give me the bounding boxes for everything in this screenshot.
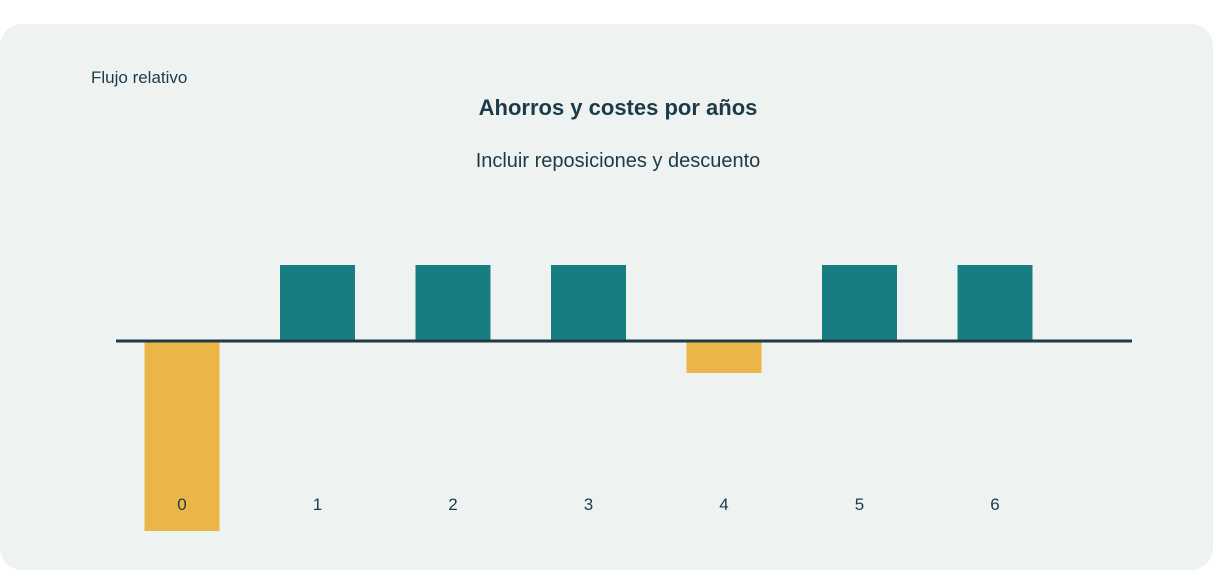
bar-4 <box>686 341 762 373</box>
bar-2 <box>415 265 491 341</box>
chart-subtitle: Incluir reposiciones y descuento <box>475 150 761 172</box>
x-tick-labels: 0 1 2 3 4 5 6 <box>177 495 999 514</box>
x-tick-label-4: 4 <box>719 495 728 514</box>
y-axis-label: Flujo relativo <box>91 68 188 87</box>
bar-6 <box>957 265 1033 341</box>
x-tick-label-5: 5 <box>855 495 864 514</box>
x-tick-label-1: 1 <box>313 495 322 514</box>
x-tick-label-2: 2 <box>448 495 457 514</box>
x-tick-label-0: 0 <box>177 495 186 514</box>
bar-3 <box>551 265 626 341</box>
x-tick-label-3: 3 <box>584 495 593 514</box>
bar-0 <box>144 341 220 531</box>
bar-5 <box>822 265 897 341</box>
chart-title: Ahorros y costes por años <box>478 95 758 120</box>
bar-1 <box>280 265 355 341</box>
x-tick-label-6: 6 <box>990 495 999 514</box>
bars-group <box>144 265 1033 531</box>
